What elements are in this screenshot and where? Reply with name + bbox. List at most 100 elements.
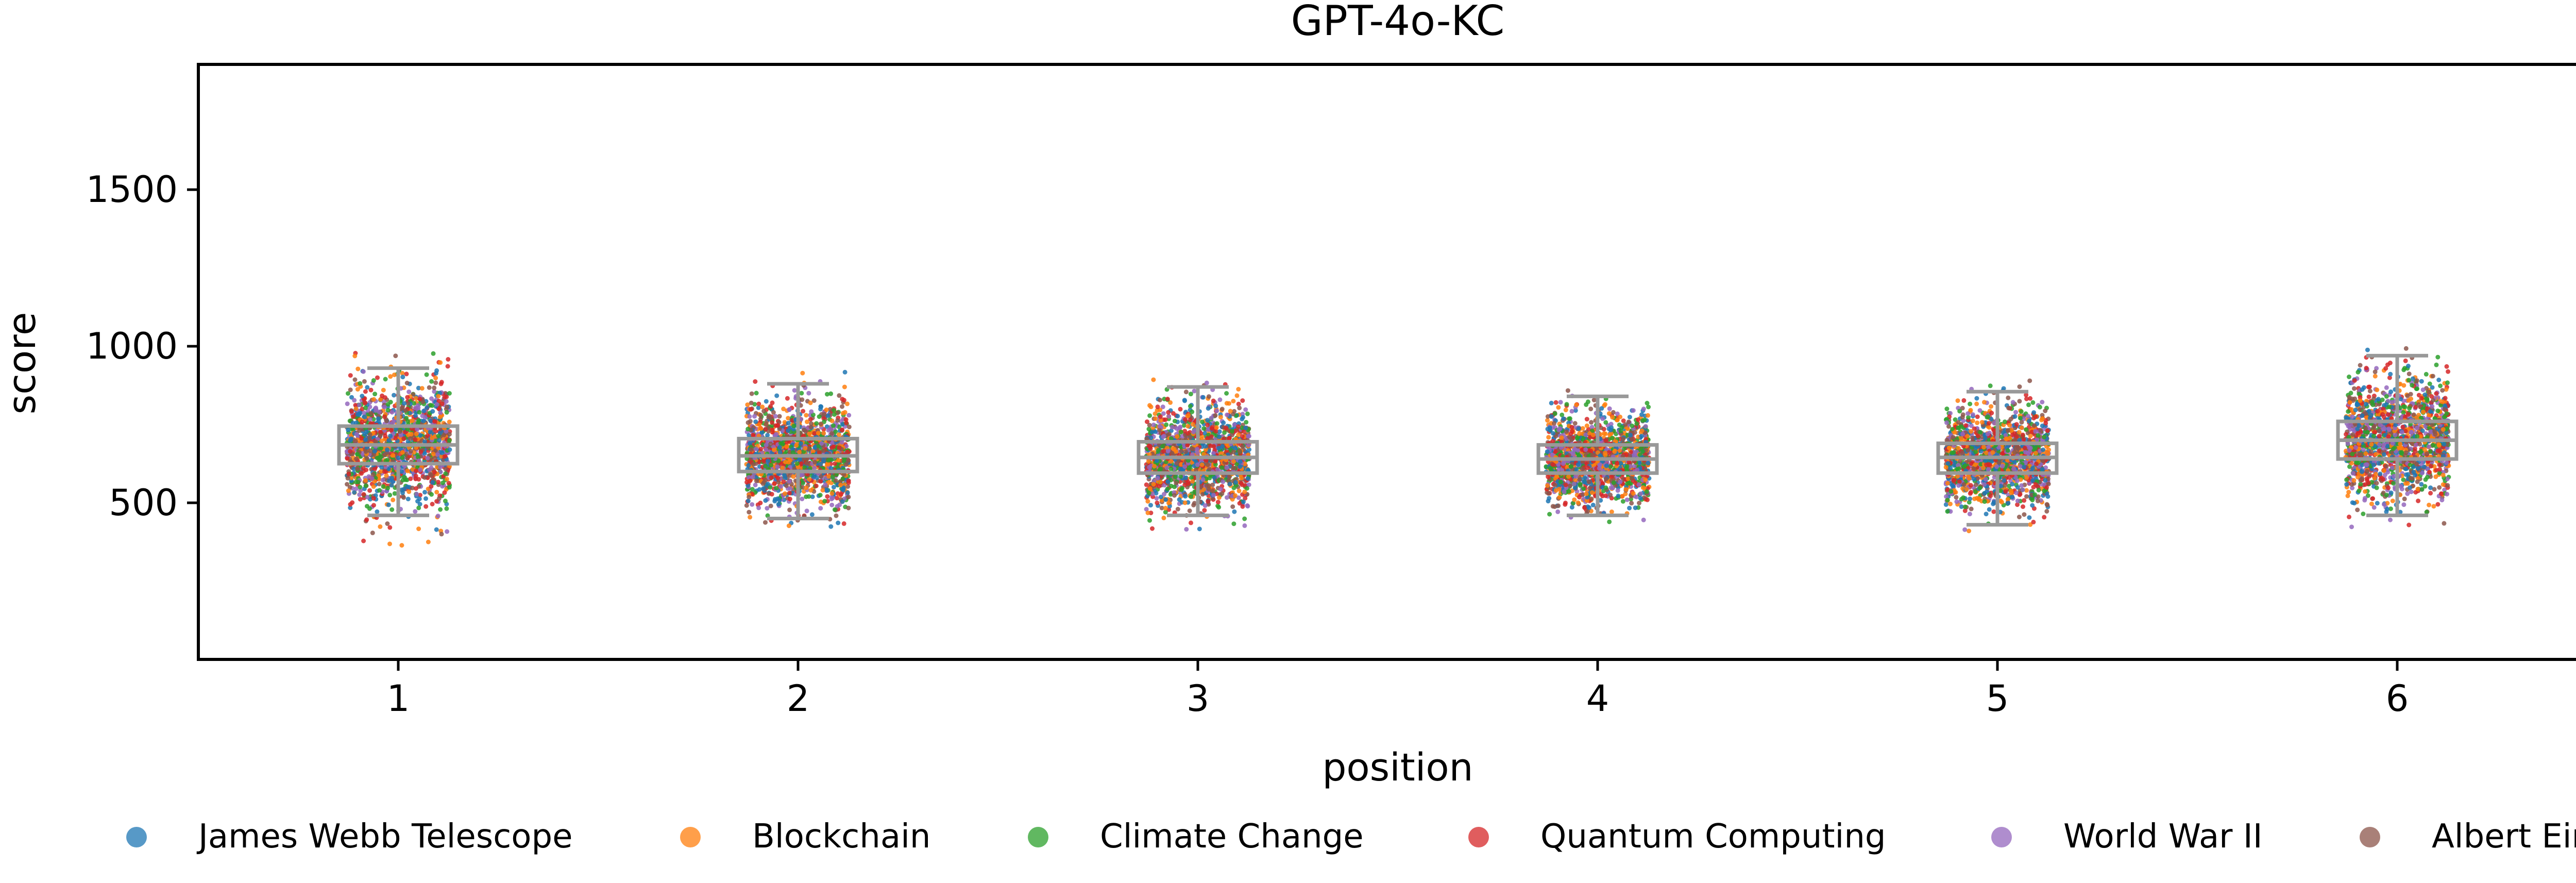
data-point bbox=[393, 436, 398, 441]
data-point bbox=[372, 467, 377, 472]
data-point bbox=[829, 502, 835, 507]
data-point bbox=[837, 393, 842, 398]
data-point bbox=[435, 514, 440, 519]
data-point bbox=[1179, 430, 1183, 435]
data-point bbox=[424, 372, 429, 377]
data-point bbox=[1190, 409, 1195, 414]
data-point bbox=[769, 475, 774, 480]
data-point bbox=[385, 485, 391, 490]
data-point bbox=[800, 497, 805, 501]
data-point bbox=[747, 495, 752, 500]
data-point bbox=[361, 538, 366, 544]
data-point bbox=[1148, 446, 1153, 451]
data-point bbox=[818, 493, 823, 498]
data-point bbox=[758, 413, 763, 418]
data-point bbox=[1231, 459, 1236, 464]
data-point bbox=[1188, 435, 1193, 440]
data-point bbox=[846, 424, 852, 430]
data-point bbox=[438, 360, 443, 365]
data-point bbox=[346, 488, 351, 494]
data-point bbox=[1611, 410, 1616, 415]
data-point bbox=[1146, 427, 1151, 432]
data-point bbox=[1166, 410, 1171, 415]
data-point bbox=[770, 420, 774, 425]
data-point bbox=[392, 491, 397, 496]
data-point bbox=[381, 484, 386, 489]
data-point bbox=[358, 485, 363, 489]
data-point bbox=[1222, 430, 1227, 435]
data-point bbox=[434, 368, 439, 373]
data-point bbox=[445, 404, 449, 410]
data-point bbox=[1153, 411, 1158, 416]
data-point bbox=[841, 398, 846, 403]
data-point bbox=[370, 530, 375, 535]
data-point bbox=[824, 407, 829, 412]
data-point bbox=[1607, 406, 1612, 411]
data-point bbox=[836, 458, 841, 463]
data-point bbox=[1217, 397, 1223, 402]
data-point bbox=[821, 431, 826, 436]
data-point bbox=[1197, 527, 1202, 532]
data-point bbox=[753, 482, 758, 487]
data-point bbox=[1147, 486, 1153, 491]
data-point bbox=[1238, 464, 1243, 469]
data-point bbox=[760, 481, 766, 486]
data-point bbox=[385, 407, 391, 413]
data-point bbox=[386, 502, 391, 507]
data-point bbox=[1204, 380, 1209, 385]
data-point bbox=[1645, 401, 1650, 405]
data-point bbox=[400, 455, 405, 460]
data-point bbox=[404, 484, 410, 489]
data-point bbox=[422, 475, 427, 480]
data-point bbox=[389, 476, 394, 481]
data-point bbox=[761, 409, 767, 414]
data-point bbox=[362, 414, 367, 419]
data-point bbox=[751, 433, 755, 437]
data-point bbox=[417, 397, 422, 401]
data-point bbox=[360, 394, 365, 399]
data-point bbox=[408, 449, 413, 454]
data-point bbox=[801, 428, 806, 433]
data-point bbox=[436, 433, 441, 438]
data-point bbox=[434, 402, 439, 407]
data-point bbox=[378, 524, 383, 529]
data-point bbox=[352, 353, 358, 359]
data-point bbox=[382, 404, 387, 410]
data-point bbox=[1202, 508, 1207, 513]
data-point bbox=[419, 386, 425, 391]
data-point bbox=[389, 507, 395, 512]
data-point bbox=[844, 462, 849, 467]
data-point bbox=[1236, 401, 1241, 406]
data-point bbox=[371, 503, 376, 508]
data-point bbox=[1175, 414, 1180, 419]
data-point bbox=[389, 410, 395, 415]
data-point bbox=[348, 373, 353, 378]
data-point bbox=[363, 449, 368, 454]
data-point bbox=[442, 454, 447, 459]
data-point bbox=[786, 420, 791, 426]
data-point bbox=[400, 371, 405, 376]
data-point bbox=[1174, 426, 1179, 431]
data-point bbox=[1160, 444, 1165, 449]
data-point bbox=[353, 403, 358, 407]
data-point bbox=[1615, 488, 1620, 493]
data-point bbox=[384, 418, 389, 423]
data-point bbox=[425, 433, 430, 438]
data-point bbox=[1219, 465, 1224, 470]
data-point bbox=[1205, 418, 1210, 423]
data-point bbox=[445, 529, 450, 534]
data-point bbox=[1178, 424, 1183, 430]
data-point bbox=[1165, 397, 1170, 401]
data-point bbox=[1182, 464, 1188, 469]
data-point bbox=[758, 426, 764, 431]
data-point bbox=[818, 506, 823, 511]
data-point bbox=[446, 357, 451, 362]
data-point bbox=[378, 397, 383, 402]
data-point bbox=[1199, 462, 1205, 467]
data-point bbox=[345, 476, 350, 481]
data-point bbox=[1214, 408, 1219, 413]
data-point bbox=[764, 447, 769, 452]
data-point bbox=[831, 444, 836, 449]
data-point bbox=[380, 478, 385, 483]
data-point bbox=[1155, 476, 1160, 481]
